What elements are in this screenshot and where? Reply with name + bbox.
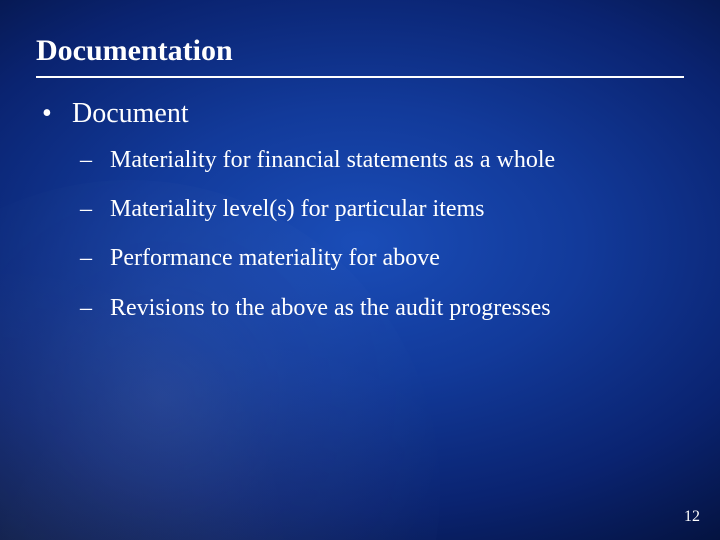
bullet-icon: • — [42, 96, 72, 131]
title-underline — [36, 76, 684, 78]
dash-icon: – — [80, 194, 110, 225]
dash-icon: – — [80, 145, 110, 176]
bullet-level2: – Materiality for financial statements a… — [80, 145, 682, 176]
bullet-level2-text: Materiality for financial statements as … — [110, 145, 555, 176]
bullet-level2: – Materiality level(s) for particular it… — [80, 194, 682, 225]
bullet-level2: – Revisions to the above as the audit pr… — [80, 293, 682, 324]
bullet-level2-text: Materiality level(s) for particular item… — [110, 194, 485, 225]
bullet-level2-text: Performance materiality for above — [110, 243, 440, 274]
bullet-level2: – Performance materiality for above — [80, 243, 682, 274]
bullet-level1-text: Document — [72, 96, 189, 131]
slide: Documentation • Document – Materiality f… — [0, 0, 720, 540]
slide-title: Documentation — [36, 34, 676, 68]
bullet-level1: • Document — [42, 96, 682, 131]
dash-icon: – — [80, 243, 110, 274]
bullet-level2-text: Revisions to the above as the audit prog… — [110, 293, 551, 324]
slide-body: • Document – Materiality for financial s… — [42, 96, 682, 342]
page-number: 12 — [684, 508, 700, 526]
dash-icon: – — [80, 293, 110, 324]
